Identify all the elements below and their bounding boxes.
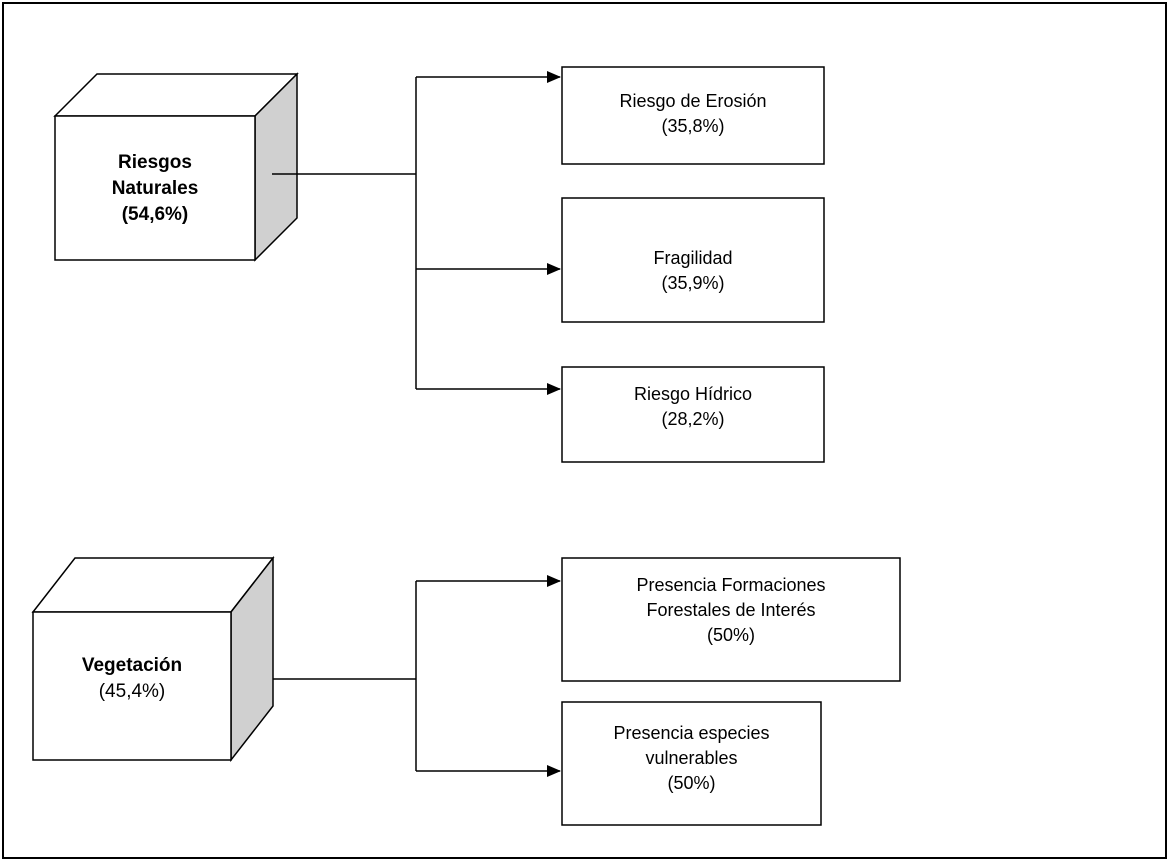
group-name-line: Naturales bbox=[111, 178, 199, 199]
box-especies-vulnerables bbox=[561, 701, 822, 826]
child-name-line: Presencia especies bbox=[613, 723, 770, 743]
label-fragilidad: Fragilidad (35,9%) bbox=[562, 246, 824, 296]
child-name-line: Fragilidad bbox=[653, 248, 733, 268]
cube-vegetacion bbox=[31, 555, 275, 763]
child-name-line: Riesgo Hídrico bbox=[633, 384, 753, 404]
group-percent: (45,4%) bbox=[98, 681, 166, 702]
connectors-group-2 bbox=[273, 575, 561, 777]
cube-riesgos-naturales bbox=[53, 72, 299, 262]
child-percent: (28,2%) bbox=[661, 409, 725, 429]
child-name-line: Forestales de Interés bbox=[646, 600, 816, 620]
box-riesgo-erosion bbox=[561, 66, 825, 165]
group-name-line: Vegetación bbox=[81, 655, 183, 676]
label-riesgo-hidrico: Riesgo Hídrico (28,2%) bbox=[562, 382, 824, 432]
child-percent: (35,8%) bbox=[661, 116, 725, 136]
child-percent: (50%) bbox=[706, 625, 755, 645]
child-name-line: Presencia Formaciones bbox=[636, 575, 826, 595]
box-fragilidad bbox=[561, 197, 825, 323]
label-especies-vulnerables: Presencia especies vulnerables (50%) bbox=[562, 721, 821, 796]
label-formaciones-forestales: Presencia Formaciones Forestales de Inte… bbox=[562, 573, 900, 648]
label-riesgo-erosion: Riesgo de Erosión (35,8%) bbox=[562, 89, 824, 139]
child-percent: (35,9%) bbox=[661, 273, 725, 293]
group-percent: (54,6%) bbox=[121, 204, 189, 225]
cube-front-face bbox=[54, 115, 256, 261]
label-riesgos-naturales: Riesgos Naturales (54,6%) bbox=[55, 150, 255, 228]
cube-front-face bbox=[32, 611, 232, 761]
box-formaciones-forestales bbox=[561, 557, 901, 682]
child-percent: (50%) bbox=[667, 773, 716, 793]
group-name-line: Riesgos bbox=[118, 152, 192, 173]
connectors-group-1 bbox=[272, 71, 561, 395]
child-name-line: vulnerables bbox=[645, 748, 738, 768]
box-riesgo-hidrico bbox=[561, 366, 825, 463]
label-vegetacion: Vegetación (45,4%) bbox=[33, 653, 231, 705]
child-name-line: Riesgo de Erosión bbox=[619, 91, 767, 111]
